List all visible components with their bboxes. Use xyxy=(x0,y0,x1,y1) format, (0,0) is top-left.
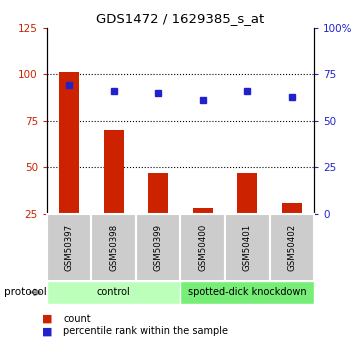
Text: count: count xyxy=(63,314,91,324)
Bar xyxy=(237,173,257,214)
Bar xyxy=(148,173,168,214)
Bar xyxy=(104,130,124,214)
Bar xyxy=(47,281,180,304)
Bar xyxy=(193,208,213,214)
Text: protocol: protocol xyxy=(4,287,46,297)
Bar xyxy=(91,214,136,281)
Bar xyxy=(59,72,79,214)
Bar xyxy=(47,214,91,281)
Bar xyxy=(136,214,180,281)
Text: GSM50401: GSM50401 xyxy=(243,224,252,271)
Text: GSM50398: GSM50398 xyxy=(109,224,118,271)
Text: GSM50402: GSM50402 xyxy=(287,224,296,271)
Bar xyxy=(282,203,302,214)
Text: GSM50400: GSM50400 xyxy=(198,224,207,271)
Text: ■: ■ xyxy=(42,326,52,336)
Text: control: control xyxy=(97,287,131,297)
Text: ■: ■ xyxy=(42,314,52,324)
Text: GSM50399: GSM50399 xyxy=(154,224,163,271)
Bar xyxy=(270,214,314,281)
Text: GSM50397: GSM50397 xyxy=(65,224,74,271)
Bar xyxy=(225,214,270,281)
Text: spotted-dick knockdown: spotted-dick knockdown xyxy=(188,287,306,297)
Title: GDS1472 / 1629385_s_at: GDS1472 / 1629385_s_at xyxy=(96,12,265,25)
Bar xyxy=(180,281,314,304)
Text: percentile rank within the sample: percentile rank within the sample xyxy=(63,326,228,336)
Bar xyxy=(180,214,225,281)
